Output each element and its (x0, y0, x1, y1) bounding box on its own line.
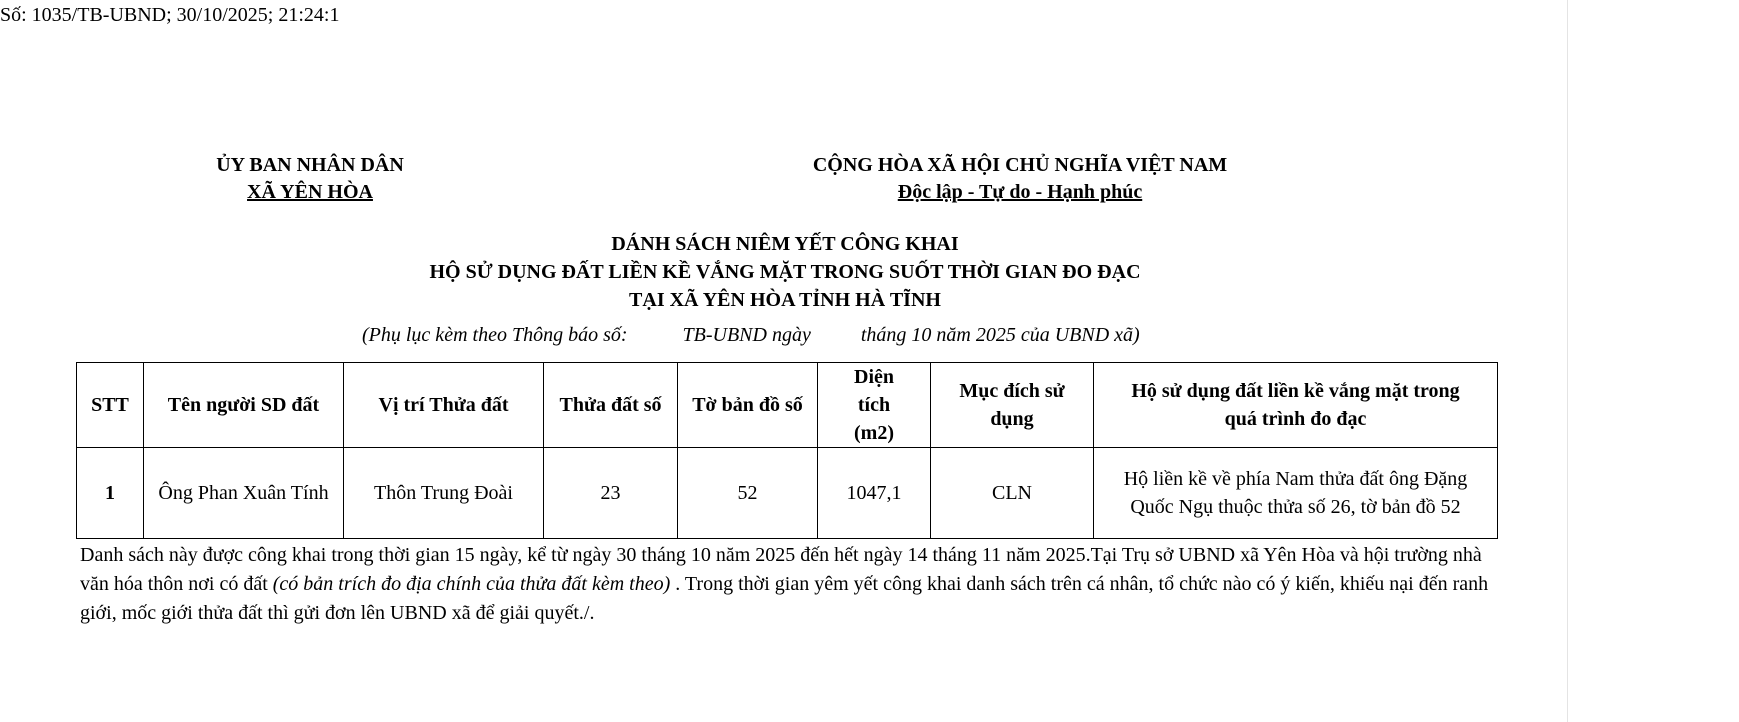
cell-area: 1047,1 (817, 447, 931, 539)
header-cell: Vị trí Thửa đất (343, 362, 544, 448)
national-header: CỘNG HÒA XÃ HỘI CHỦ NGHĨA VIỆT NAM Độc l… (760, 152, 1280, 206)
title-line1: DÁNH SÁCH NIÊM YẾT CÔNG KHAI (611, 233, 959, 255)
page-edge-divider (1567, 0, 1568, 722)
cell-adjacent-household: Hộ liền kề về phía Nam thửa đất ông Đặng… (1093, 447, 1498, 539)
authority-line1: ỦY BAN NHÂN DÂN (216, 154, 404, 176)
header-cell: Diện tích (m2) (817, 362, 931, 448)
cell-purpose: CLN (930, 447, 1094, 539)
cell-map-sheet: 52 (677, 447, 818, 539)
document-subtitle: (Phụ lục kèm theo Thông báo số: TB-UBND … (362, 324, 1140, 346)
header-cell: Tên người SD đất (143, 362, 344, 448)
table-row: 1 Ông Phan Xuân Tính Thôn Trung Đoài 23 … (76, 447, 1498, 539)
cell-location: Thôn Trung Đoài (343, 447, 544, 539)
national-motto: Độc lập - Tự do - Hạnh phúc (897, 181, 1143, 203)
header-cell: Thửa đất số (543, 362, 678, 448)
footer-italic: (có bản trích đo địa chính của thửa đất … (272, 573, 671, 595)
footer-paragraph: Danh sách này được công khai trong thời … (80, 541, 1500, 628)
header-cell: Tờ bản đồ số (677, 362, 818, 448)
issuing-authority: ỦY BAN NHÂN DÂN XÃ YÊN HÒA (150, 152, 470, 206)
header-cell: STT (76, 362, 144, 448)
authority-line2: XÃ YÊN HÒA (247, 181, 373, 203)
title-line3: TẠI XÃ YÊN HÒA TỈNH HÀ TĨNH (629, 289, 941, 311)
cell-parcel: 23 (543, 447, 678, 539)
footer-text-1: Danh sách này được công khai trong thời … (80, 544, 1482, 595)
header-cell: Hộ sử dụng đất liền kề vắng mặt trong qu… (1093, 362, 1498, 448)
document-title: DÁNH SÁCH NIÊM YẾT CÔNG KHAI HỘ SỬ DỤNG … (0, 230, 1570, 314)
cell-owner: Ông Phan Xuân Tính (143, 447, 344, 539)
title-line2: HỘ SỬ DỤNG ĐẤT LIỀN KỀ VẮNG MẶT TRONG SU… (429, 261, 1141, 283)
document-reference: Số: 1035/TB-UBND; 30/10/2025; 21:24:1 (0, 4, 340, 26)
national-title: CỘNG HÒA XÃ HỘI CHỦ NGHĨA VIỆT NAM (812, 154, 1228, 176)
cell-stt: 1 (76, 447, 144, 539)
header-cell: Mục đích sử dụng (930, 362, 1094, 448)
footer-text-2: . Trong thời gian yêm yết công khai danh… (80, 573, 1489, 624)
table-header-row: STT Tên người SD đất Vị trí Thửa đất Thử… (76, 362, 1498, 448)
listing-table: STT Tên người SD đất Vị trí Thửa đất Thử… (76, 362, 1498, 539)
